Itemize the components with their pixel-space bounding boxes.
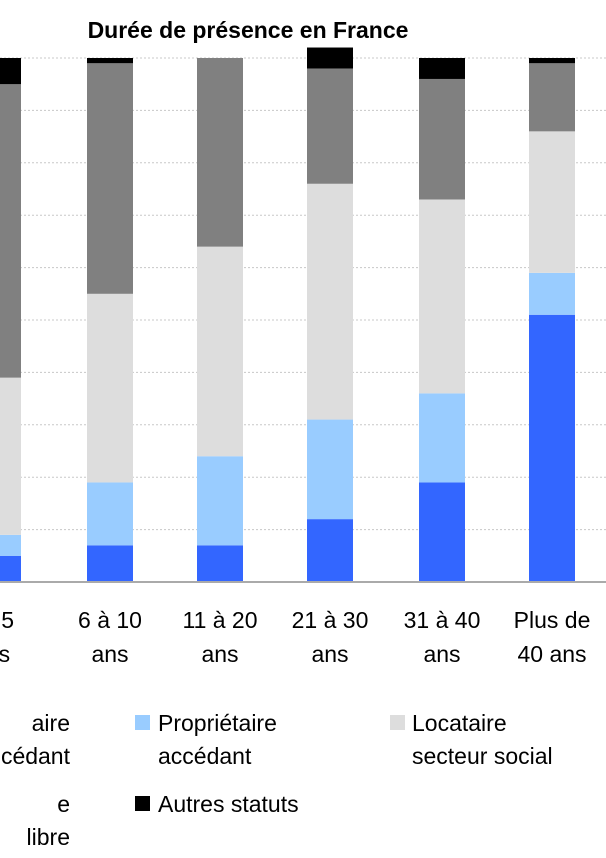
x-tick-label: 40 ans [517,641,586,667]
bar-stack [419,58,465,582]
legend-label: e [57,791,70,817]
bar-segment [529,314,575,582]
legend-item: Propriétaire accédant [135,710,277,769]
bar-segment [307,47,353,69]
legend-label: Propriétaire [158,710,277,736]
bar-segment [197,456,243,546]
legend-label: aire [32,710,70,736]
bar-segment [197,58,243,247]
bar-segment [197,545,243,582]
x-tick-label: ans [423,641,460,667]
x-tick-label: ans [201,641,238,667]
bar-segment [307,183,353,420]
bar-segment [0,377,21,535]
x-tick-label: 31 à 40 [404,607,481,633]
bar-stack [197,58,243,582]
x-tick-label: à 5 [0,607,14,633]
x-tick-labels: à 5 ns 6 à 10 ans 11 à 20 ans 21 à 30 ans 31 à 4… [0,607,590,667]
legend-label: Locataire [412,710,507,736]
legend-label: accédant [158,743,252,769]
legend-label: Autres statuts [158,791,299,817]
bar-segment [0,534,21,556]
x-tick-label: 6 à 10 [78,607,142,633]
bar-segment [307,519,353,582]
bar-segment [0,84,21,378]
bar-segment [0,58,21,85]
bar-stack [0,58,21,582]
bar-segment [87,545,133,582]
bar-stack [87,58,133,582]
x-tick-label: 21 à 30 [292,607,369,633]
bar-segment [419,58,465,79]
bar-segment [419,78,465,200]
legend-swatch [135,715,150,730]
legend-swatch [135,796,150,811]
bar-segment [419,199,465,394]
legend-label: cédant [1,743,71,769]
bar-stack [529,58,575,582]
bar-segment [529,131,575,273]
x-tick-label: ans [91,641,128,667]
legend-item: Autres statuts [135,791,299,817]
bar-segment [307,68,353,184]
bar-segment [529,63,575,132]
bar-segment [307,419,353,520]
bars [0,47,575,582]
bar-segment [529,272,575,315]
bar-segment [87,482,133,546]
legend-item: e libre [27,791,70,850]
bar-segment [0,555,21,582]
x-tick-label: Plus de [514,607,591,633]
legend-item: Locataire secteur social [390,710,553,769]
bar-segment [419,393,465,483]
x-tick-label: ans [311,641,348,667]
legend-item: aire cédant [1,710,71,769]
x-tick-label: ns [0,641,10,667]
bar-segment [87,293,133,483]
legend-label: libre [27,824,70,850]
bar-segment [87,58,133,64]
chart-title: Durée de présence en France [88,17,409,43]
bar-segment [197,246,243,457]
legend-swatch [390,715,405,730]
legend: aire cédant Propriétaire accédant Locataire s… [1,710,553,850]
bar-segment [87,63,133,294]
bar-segment [529,58,575,64]
bar-segment [419,482,465,582]
legend-label: secteur social [412,743,553,769]
bar-stack [307,47,353,582]
x-tick-label: 11 à 20 [182,607,257,633]
